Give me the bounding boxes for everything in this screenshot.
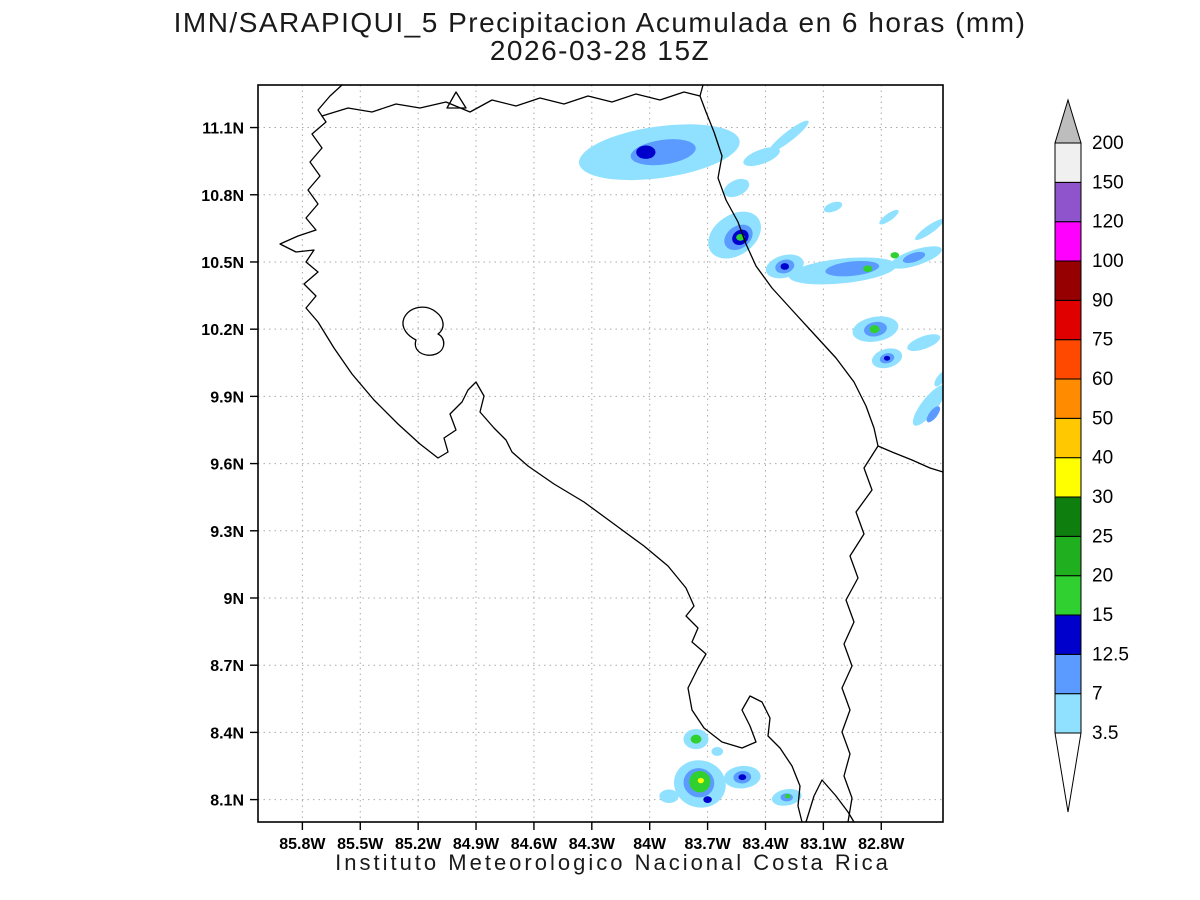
- legend-arrow-above-max: [1054, 98, 1082, 144]
- legend-segment-75: [1054, 299, 1082, 341]
- legend-segment-50: [1054, 378, 1082, 419]
- precip-cell-15mm: [869, 325, 880, 334]
- precip-cell-15mm: [690, 734, 702, 744]
- precip-cell-3.5mm: [711, 746, 724, 756]
- precip-cell-3.5mm: [915, 218, 943, 240]
- precip-cell-3.5mm: [768, 120, 809, 153]
- lon-tick-label: 84.9W: [453, 836, 500, 853]
- legend-segment-20: [1054, 535, 1082, 577]
- lat-tick-label: 10.5N: [201, 255, 244, 272]
- precip-cell-12.5mm: [738, 774, 747, 781]
- gridlines: [258, 85, 943, 822]
- lat-tick-label: 8.4N: [210, 725, 244, 742]
- pacific-coastline: [279, 84, 803, 823]
- legend-label-15: 15: [1092, 605, 1113, 626]
- lat-tick-label: 9N: [224, 591, 244, 608]
- legend-segment-3.5: [1054, 693, 1082, 734]
- precip-cell-12.5mm: [703, 796, 712, 803]
- footer-institution: Instituto Meteorologico Nacional Costa R…: [335, 850, 891, 875]
- panama-border: [841, 445, 879, 823]
- legend-segment-90: [1054, 260, 1082, 301]
- legend-segment-12.5: [1054, 614, 1082, 655]
- precip-cell-3.5mm: [934, 370, 943, 387]
- plot-frame: [257, 84, 944, 823]
- lon-tick-label: 84.3W: [569, 836, 616, 853]
- legend-label-30: 30: [1092, 487, 1113, 508]
- legend-arrow-below-min: [1054, 732, 1082, 813]
- legend-segment-150: [1054, 142, 1082, 183]
- lat-tick-label: 9.9N: [210, 389, 244, 406]
- precip-cell-12.5mm: [780, 263, 790, 270]
- lon-tick-label: 85.8W: [279, 836, 326, 853]
- lon-tick-label: 84W: [633, 836, 667, 853]
- nicaragua-border: [321, 91, 701, 117]
- precip-cell-3.5mm: [723, 178, 750, 198]
- precip-cell-12.5mm: [883, 355, 891, 361]
- lon-tick-label: 83.1W: [800, 836, 847, 853]
- legend-label-40: 40: [1092, 448, 1113, 469]
- lat-tick-label: 9.6N: [210, 457, 244, 474]
- legend-label-20: 20: [1092, 566, 1113, 587]
- legend-label-12.5: 12.5: [1092, 644, 1129, 665]
- precipitation-field: [579, 120, 943, 808]
- lon-tick-label: 82.8W: [858, 836, 905, 853]
- precipitation-colorbar: 3.5 7 12.5 15 20 25 30 40 50 60 75 90 100 120 150 200: [1054, 98, 1129, 813]
- legend-segment-30: [1054, 457, 1082, 498]
- basemap-coastlines: [279, 84, 944, 823]
- lat-tick-label: 8.7N: [210, 658, 244, 675]
- precip-cell-3.5mm: [659, 789, 679, 803]
- precip-cell-3.5mm: [912, 384, 943, 426]
- legend-segment-7: [1054, 653, 1082, 695]
- legend-label-7: 7: [1092, 684, 1103, 705]
- lat-tick-label: 11.1N: [202, 121, 244, 138]
- lat-tick-label: 10.8N: [201, 188, 244, 205]
- legend-label-25: 25: [1092, 526, 1113, 547]
- legend-label-75: 75: [1092, 330, 1113, 351]
- legend-segment-60: [1054, 339, 1082, 380]
- precip-cell-15mm: [784, 793, 791, 799]
- lon-tick-label: 84.6W: [511, 836, 558, 853]
- axes: 85.8W 85.5W 85.2W 84.9W 84.6W 84.3W 84W 83.7W 83…: [201, 121, 905, 853]
- chart-title: IMN/SARAPIQUI_5 Precipitacion Acumulada …: [174, 7, 1027, 38]
- precip-cell-15mm: [863, 265, 873, 273]
- legend-label-200: 200: [1092, 133, 1124, 154]
- lat-tick-label: 8.1N: [210, 793, 244, 810]
- chart-subtitle-datetime: 2026-03-28 15Z: [490, 35, 710, 66]
- precip-cell-7mm: [825, 261, 880, 277]
- legend-segment-120: [1054, 181, 1082, 223]
- legend-segment-25: [1054, 496, 1082, 537]
- legend-label-150: 150: [1092, 172, 1124, 193]
- lon-tick-label: 85.5W: [337, 836, 384, 853]
- precip-cell-3.5mm: [823, 201, 843, 213]
- legend-label-100: 100: [1092, 251, 1124, 272]
- lat-tick-label: 9.3N: [210, 524, 244, 541]
- legend-segment-100: [1054, 221, 1082, 262]
- precip-cell-7mm: [902, 251, 926, 264]
- lon-tick-label: 85.2W: [395, 836, 442, 853]
- precip-cell-15mm: [890, 252, 900, 259]
- legend-segment-40: [1054, 417, 1082, 459]
- precip-cell-3.5mm: [879, 209, 899, 225]
- legend-label-3.5: 3.5: [1092, 723, 1118, 744]
- precip-cell-3.5mm: [907, 334, 941, 351]
- lat-tick-label: 10.2N: [201, 322, 244, 339]
- lon-tick-label: 83.7W: [684, 836, 731, 853]
- lake-arenal-outline: [402, 306, 445, 356]
- caribbean-coastline: [699, 84, 944, 473]
- legend-segment-15: [1054, 575, 1082, 616]
- legend-label-50: 50: [1092, 408, 1113, 429]
- lon-tick-label: 83.4W: [742, 836, 789, 853]
- island-triangle-outline: [446, 91, 467, 109]
- legend-label-60: 60: [1092, 369, 1113, 390]
- punta-burica-coastline: [805, 779, 855, 823]
- legend-label-120: 120: [1092, 212, 1124, 233]
- precip-cell-30mm: [697, 777, 704, 784]
- legend-label-90: 90: [1092, 290, 1113, 311]
- precip-cell-12.5mm: [636, 145, 656, 159]
- precip-cell-7mm: [926, 406, 941, 423]
